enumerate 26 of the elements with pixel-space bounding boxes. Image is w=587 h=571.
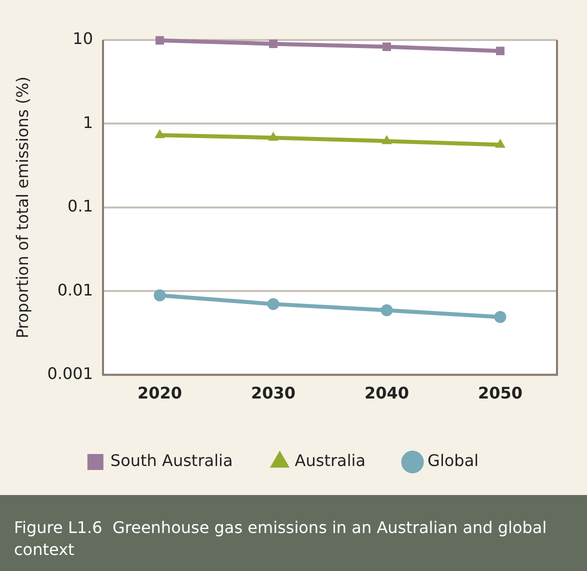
y-tick-label: 10: [72, 29, 94, 48]
text: Figure L1.6 Greenhouse gas emissions in an Australian and global context: [0, 495, 587, 571]
point: [494, 311, 506, 324]
point: [156, 36, 164, 45]
point: [380, 304, 393, 316]
legend-label: Australia: [294, 451, 366, 470]
point: [382, 135, 392, 144]
point: [382, 42, 391, 52]
legend-label: South Australia: [110, 451, 233, 470]
x-tick-label: 2020: [137, 384, 182, 403]
y-tick-label: 1: [82, 112, 94, 132]
point: [154, 289, 166, 302]
legend-label: Global: [428, 451, 479, 470]
point: [268, 132, 278, 141]
y-axis-title: Proportion of total emissions (%): [12, 76, 32, 338]
point: [154, 129, 165, 138]
point: [269, 40, 278, 48]
y-tick-label: 0.1: [68, 196, 94, 216]
x-tick-label: 2030: [250, 384, 296, 403]
x-tick-label: 2050: [478, 384, 523, 403]
point: [496, 46, 504, 56]
y-tick-label: 0.01: [57, 280, 94, 300]
x-tick-label: 2040: [364, 384, 410, 403]
y-tick-label: 0.001: [47, 364, 94, 383]
point: [267, 298, 280, 310]
point: [495, 138, 506, 148]
